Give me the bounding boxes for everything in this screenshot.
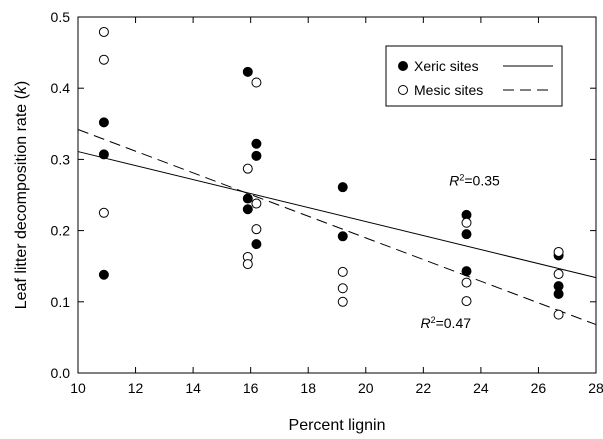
xeric-point <box>461 266 472 277</box>
xeric-point <box>461 229 472 240</box>
x-tick-label: 10 <box>70 380 86 396</box>
legend-marker-mesic <box>398 85 408 95</box>
y-axis-title: Leaf litter decomposition rate (k) <box>13 81 30 310</box>
x-tick-label: 16 <box>243 380 259 396</box>
tick-labels: 10 12 14 16 18 20 22 24 26 280.00.10.20.30.40.5 <box>51 9 603 396</box>
regression-line-xeric <box>77 151 597 279</box>
mesic-point <box>337 283 348 294</box>
xeric-point <box>242 193 253 204</box>
r2-annotation-mesic: R2=0.47 <box>420 315 471 331</box>
mesic-point <box>242 259 253 270</box>
legend-label-xeric: Xeric sites <box>414 58 479 74</box>
r2-symbol: R <box>449 173 459 189</box>
mesic-point <box>251 198 262 209</box>
legend-label-mesic: Mesic sites <box>414 82 483 98</box>
xeric-point <box>242 66 253 77</box>
mesic-point <box>553 269 564 280</box>
legend-marker-xeric <box>398 61 408 71</box>
mesic-point <box>98 54 109 65</box>
r2-superscript: 2 <box>459 173 464 183</box>
r2-superscript: 2 <box>431 315 436 325</box>
mesic-point <box>337 296 348 307</box>
y-tick-label: 0.5 <box>51 9 71 25</box>
y-tick-label: 0.2 <box>51 223 71 239</box>
legend: Xeric sites Mesic sites <box>385 45 563 107</box>
y-tick-label: 0.3 <box>51 151 71 167</box>
xeric-point <box>251 150 262 161</box>
y-axis-title-variable: k <box>13 85 30 94</box>
r2-value: =0.47 <box>436 315 472 331</box>
mesic-point <box>461 296 472 307</box>
xeric-point <box>251 239 262 250</box>
xeric-point <box>337 231 348 242</box>
y-tick-label: 0.1 <box>51 294 71 310</box>
mesic-point <box>461 277 472 288</box>
xeric-point <box>553 288 564 299</box>
x-tick-label: 22 <box>416 380 432 396</box>
x-tick-label: 26 <box>531 380 547 396</box>
mesic-point <box>242 163 253 174</box>
r2-symbol: R <box>420 315 430 331</box>
mesic-point <box>553 309 564 320</box>
xeric-point <box>337 182 348 193</box>
plot-area <box>77 26 597 326</box>
y-tick-label: 0.0 <box>51 365 71 381</box>
axes <box>77 16 597 374</box>
mesic-point <box>98 26 109 37</box>
x-tick-label: 28 <box>588 380 603 396</box>
r2-value: =0.35 <box>464 173 500 189</box>
xeric-point <box>98 149 109 160</box>
mesic-point <box>98 207 109 218</box>
mesic-point <box>461 217 472 228</box>
xeric-point <box>98 117 109 128</box>
xeric-point <box>242 204 253 215</box>
xeric-point <box>251 138 262 149</box>
x-tick-label: 12 <box>128 380 144 396</box>
xeric-point <box>98 269 109 280</box>
plot-frame <box>77 16 597 374</box>
x-axis-title: Percent lignin <box>289 417 386 434</box>
y-tick-label: 0.4 <box>51 80 71 96</box>
r2-annotation-xeric: R2=0.35 <box>449 173 500 189</box>
x-tick-label: 24 <box>473 380 489 396</box>
mesic-point <box>553 246 564 257</box>
legend-box <box>385 45 563 107</box>
y-axis-title-suffix: ) <box>13 81 30 86</box>
regression-line-mesic <box>77 129 597 326</box>
mesic-point <box>337 266 348 277</box>
x-tick-label: 14 <box>185 380 201 396</box>
x-tick-label: 18 <box>300 380 316 396</box>
mesic-point <box>251 224 262 235</box>
y-axis-title-prefix: Leaf litter decomposition rate ( <box>13 93 30 309</box>
x-tick-label: 20 <box>358 380 374 396</box>
mesic-point <box>251 77 262 88</box>
